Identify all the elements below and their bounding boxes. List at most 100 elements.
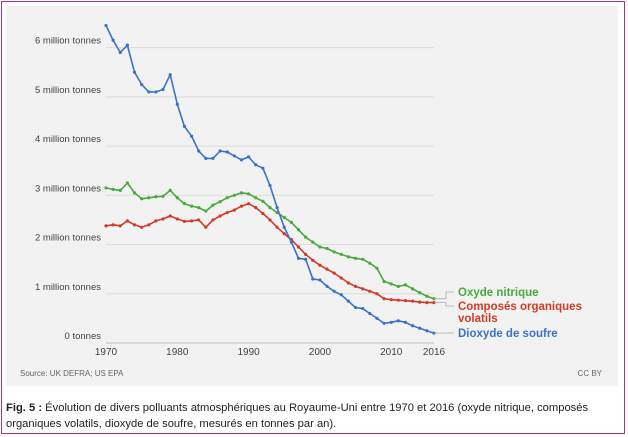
data-point [247, 192, 251, 196]
data-point [311, 258, 315, 262]
data-point [261, 199, 265, 203]
data-point [396, 284, 400, 288]
data-point [332, 289, 336, 293]
data-point [368, 311, 372, 316]
data-point [140, 197, 144, 201]
data-point [239, 158, 244, 162]
x-tick-label: 2010 [380, 347, 403, 358]
x-tick-label: 1980 [166, 347, 189, 358]
data-point [154, 90, 158, 94]
data-point [289, 220, 293, 224]
x-tick-label: 2016 [423, 347, 446, 358]
data-point [318, 278, 322, 282]
data-point [382, 297, 386, 301]
data-point [296, 228, 301, 232]
source-note: Source: UK DEFRA; US EPA [20, 369, 124, 378]
data-point [154, 219, 158, 223]
data-point [261, 166, 265, 170]
data-point [411, 299, 415, 303]
data-point [353, 305, 358, 310]
data-point [211, 203, 215, 207]
data-point [182, 202, 187, 206]
data-point [282, 232, 286, 236]
data-point [339, 293, 343, 297]
data-point [125, 219, 129, 223]
data-point [111, 223, 115, 227]
data-point [325, 267, 329, 271]
data-point [411, 287, 415, 291]
data-point [268, 183, 272, 188]
data-point [318, 263, 322, 267]
data-point [239, 191, 244, 195]
data-point [189, 134, 194, 138]
y-tick-label: 3 million tonnes [35, 183, 101, 194]
legend-connector [434, 302, 454, 307]
data-point [204, 225, 208, 229]
data-point [182, 124, 187, 128]
data-point [418, 326, 422, 330]
data-point [168, 188, 172, 192]
data-point [396, 319, 400, 323]
data-point [147, 196, 151, 200]
data-point [353, 256, 358, 260]
data-point [111, 187, 115, 191]
data-point [282, 225, 286, 229]
y-tick-label: 2 million tonnes [35, 233, 101, 244]
data-point [368, 289, 372, 293]
data-point [147, 223, 151, 227]
data-point [396, 298, 400, 302]
data-point [125, 181, 129, 185]
data-point [418, 300, 422, 304]
data-point [211, 218, 215, 222]
data-point [175, 102, 179, 106]
data-point [132, 223, 137, 227]
data-point [261, 211, 265, 216]
data-point [289, 240, 293, 244]
legend-label: volatils [458, 313, 498, 325]
data-point [175, 196, 179, 200]
y-tick-label: 4 million tonnes [35, 134, 101, 145]
data-point [382, 321, 386, 325]
data-point [218, 149, 222, 153]
series-line [105, 25, 435, 334]
data-point [161, 87, 165, 92]
y-tick-label: 5 million tonnes [35, 85, 101, 96]
data-point [125, 43, 129, 47]
figure-caption: Fig. 5 : Évolution de divers polluants a… [6, 400, 622, 432]
data-point [197, 218, 201, 222]
data-point [168, 73, 172, 77]
data-point [232, 154, 236, 158]
data-point [275, 206, 279, 210]
data-point [296, 245, 301, 249]
data-point [403, 320, 408, 324]
data-point [275, 225, 279, 229]
data-point [361, 306, 365, 311]
data-point [375, 266, 379, 270]
data-point [304, 257, 308, 261]
data-point [168, 214, 172, 218]
data-point [232, 208, 236, 212]
data-point [318, 245, 322, 249]
chart-panel: 0 tonnes 1 million tonnes 2 million tonnes… [6, 6, 618, 386]
data-point [197, 149, 201, 153]
data-point [325, 284, 329, 288]
data-point [375, 316, 379, 320]
data-point [189, 204, 194, 208]
y-tick-label: 1 million tonnes [35, 282, 101, 293]
data-point [140, 225, 144, 229]
license-note: CC BY [578, 369, 603, 378]
data-point [182, 219, 187, 223]
data-point [197, 206, 201, 210]
data-point [375, 292, 379, 296]
data-point [389, 282, 393, 286]
data-point [104, 23, 108, 28]
line-chart: 0 tonnes 1 million tonnes 2 million tonnes… [20, 23, 603, 378]
data-point [268, 218, 272, 222]
data-point [225, 150, 229, 154]
data-point [346, 281, 351, 285]
x-tick-label: 1990 [237, 347, 260, 358]
data-point [225, 196, 229, 200]
data-point [368, 261, 372, 265]
data-point [161, 194, 165, 198]
